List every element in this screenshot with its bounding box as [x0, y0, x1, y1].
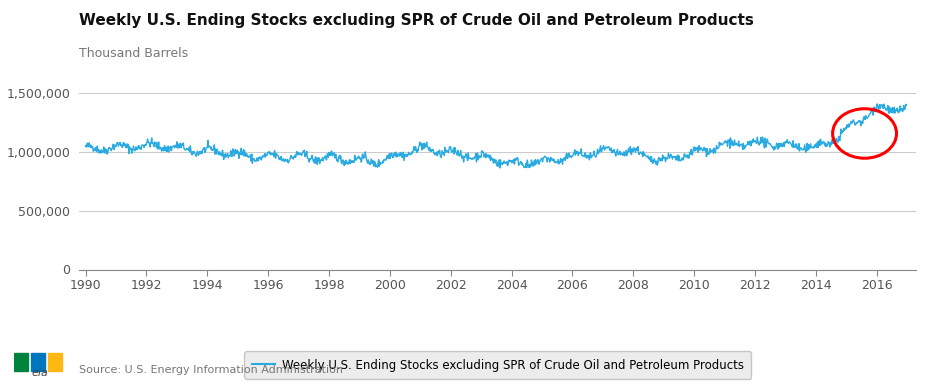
Legend: Weekly U.S. Ending Stocks excluding SPR of Crude Oil and Petroleum Products: Weekly U.S. Ending Stocks excluding SPR …	[244, 352, 752, 378]
Bar	[31, 353, 46, 371]
Text: Thousand Barrels: Thousand Barrels	[79, 47, 189, 60]
Text: eia: eia	[31, 368, 49, 378]
Text: Source: U.S. Energy Information Administration: Source: U.S. Energy Information Administ…	[79, 365, 343, 375]
Bar	[48, 353, 63, 371]
Bar	[14, 353, 28, 371]
Text: Weekly U.S. Ending Stocks excluding SPR of Crude Oil and Petroleum Products: Weekly U.S. Ending Stocks excluding SPR …	[79, 13, 755, 28]
